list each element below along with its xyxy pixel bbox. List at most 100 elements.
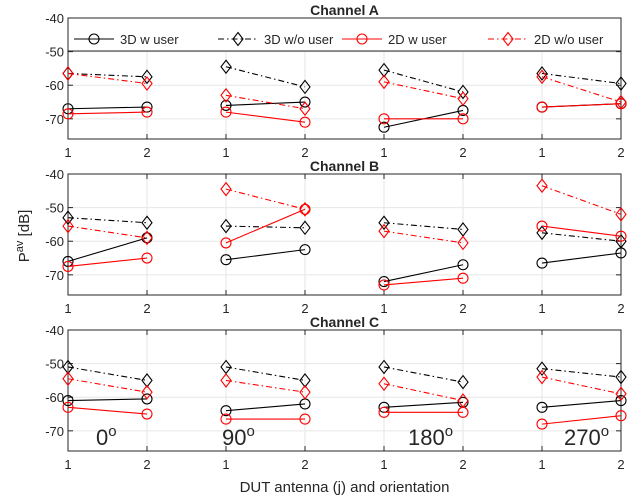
data-point bbox=[220, 181, 232, 197]
data-point bbox=[457, 235, 469, 251]
y-axis-label: Pav [dB] bbox=[14, 210, 33, 263]
legend-label: 2D w/o user bbox=[534, 32, 604, 47]
legend-label: 2D w user bbox=[388, 32, 447, 47]
orientation-label: 270o bbox=[564, 423, 609, 450]
data-point bbox=[536, 69, 548, 85]
data-point bbox=[299, 220, 311, 236]
x-tick-label: 2 bbox=[459, 301, 466, 316]
data-point bbox=[457, 259, 469, 271]
data-point bbox=[378, 121, 390, 133]
legend-marker bbox=[88, 33, 100, 45]
data-point bbox=[220, 87, 232, 103]
x-tick-label: 1 bbox=[222, 301, 229, 316]
data-point bbox=[141, 106, 153, 118]
y-tick-label: -50 bbox=[45, 357, 64, 372]
data-point bbox=[615, 395, 627, 407]
series-line bbox=[541, 400, 622, 408]
data-point bbox=[615, 230, 627, 242]
data-point bbox=[141, 252, 153, 264]
data-point bbox=[299, 116, 311, 128]
data-point bbox=[536, 220, 548, 232]
data-point bbox=[299, 384, 311, 400]
series-line bbox=[225, 101, 306, 106]
x-tick-label: 1 bbox=[538, 301, 545, 316]
data-point bbox=[220, 106, 232, 118]
legend-marker bbox=[232, 31, 244, 47]
y-tick-label: -70 bbox=[45, 268, 64, 283]
legend-box bbox=[67, 17, 622, 52]
data-point bbox=[220, 405, 232, 417]
y-tick-label: -60 bbox=[45, 234, 64, 249]
series-line bbox=[383, 401, 464, 408]
data-point bbox=[299, 413, 311, 425]
data-point bbox=[299, 101, 311, 117]
panel-3: 1 2 1 2 1 2 1 2 -70 -60 -50 -40 Channel C 0o 90o 180o 27… bbox=[45, 314, 627, 472]
series-3d-w-user bbox=[62, 393, 627, 417]
data-point bbox=[220, 237, 232, 249]
series-line bbox=[67, 257, 148, 267]
data-point bbox=[141, 408, 153, 420]
series-line bbox=[225, 249, 306, 261]
legend: 3D w user 3D w/o user 2D w user 2D w/o user bbox=[67, 17, 622, 52]
panel-2: 1 2 1 2 1 2 1 2 -70 -60 -50 -40 Channel B bbox=[45, 158, 627, 316]
data-point bbox=[299, 96, 311, 108]
data-point bbox=[457, 84, 469, 100]
data-point bbox=[62, 218, 74, 234]
data-point bbox=[378, 113, 390, 125]
data-point bbox=[378, 276, 390, 288]
data-point bbox=[220, 254, 232, 266]
series-2d-w-user bbox=[62, 98, 627, 128]
series-line bbox=[541, 252, 622, 264]
x-tick-label: 2 bbox=[143, 457, 150, 472]
y-tick-label: -70 bbox=[45, 112, 64, 127]
series-line bbox=[541, 185, 622, 215]
series-3d-w-o-user bbox=[62, 210, 627, 249]
data-point bbox=[141, 76, 153, 91]
data-point bbox=[220, 413, 232, 425]
data-point bbox=[536, 257, 548, 269]
axes-box bbox=[67, 329, 622, 452]
data-point bbox=[536, 401, 548, 413]
data-point bbox=[457, 91, 469, 107]
x-tick-label: 1 bbox=[222, 457, 229, 472]
series-line bbox=[67, 398, 148, 402]
data-point bbox=[62, 359, 74, 375]
x-tick-label: 2 bbox=[301, 145, 308, 160]
data-point bbox=[62, 66, 74, 81]
data-point bbox=[62, 401, 74, 413]
series-line bbox=[225, 66, 306, 88]
data-point bbox=[536, 66, 548, 81]
x-tick-label: 2 bbox=[143, 301, 150, 316]
legend-marker bbox=[502, 31, 514, 47]
series-2d-w-o-user bbox=[62, 178, 627, 251]
data-point bbox=[220, 218, 232, 234]
data-point bbox=[536, 178, 548, 194]
x-tick-label: 1 bbox=[64, 145, 71, 160]
data-point bbox=[62, 371, 74, 387]
data-point bbox=[457, 113, 469, 125]
x-tick-label: 2 bbox=[301, 301, 308, 316]
data-point bbox=[615, 386, 627, 402]
x-tick-label: 1 bbox=[538, 457, 545, 472]
x-tick-label: 1 bbox=[222, 145, 229, 160]
series-2d-w-o-user bbox=[62, 369, 627, 408]
x-tick-label: 1 bbox=[380, 457, 387, 472]
x-tick-label: 2 bbox=[459, 457, 466, 472]
data-point bbox=[141, 384, 153, 400]
legend-label: 3D w user bbox=[120, 32, 179, 47]
series-3d-w-o-user bbox=[62, 359, 627, 390]
x-tick-label: 2 bbox=[143, 145, 150, 160]
data-point bbox=[615, 76, 627, 91]
data-point bbox=[378, 376, 390, 392]
data-point bbox=[615, 410, 627, 422]
x-tick-label: 2 bbox=[617, 145, 624, 160]
data-point bbox=[536, 418, 548, 430]
x-tick-label: 1 bbox=[64, 457, 71, 472]
y-tick-label: -40 bbox=[45, 11, 64, 26]
panel-title: Channel C bbox=[310, 314, 379, 330]
data-point bbox=[378, 279, 390, 291]
series-line bbox=[541, 225, 622, 237]
data-point bbox=[536, 225, 548, 241]
series-line bbox=[383, 69, 464, 93]
